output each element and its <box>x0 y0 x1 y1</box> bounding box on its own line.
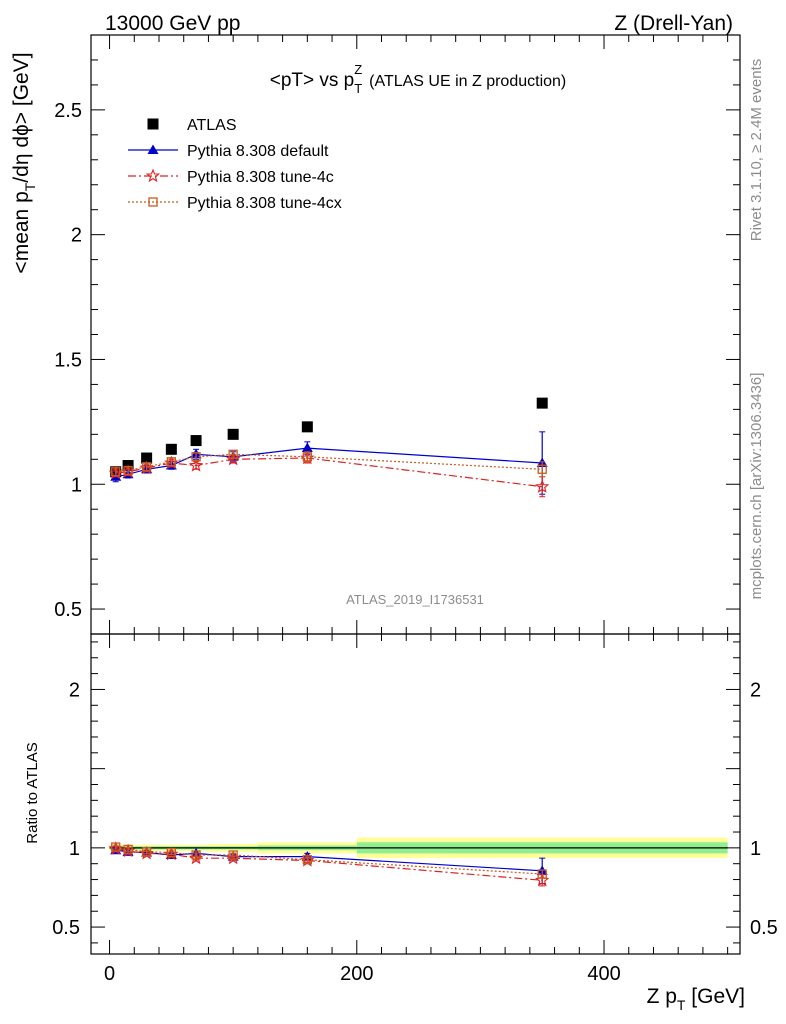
x-axis-label: Z pT [GeV] <box>647 985 745 1013</box>
main-point-tune4cx <box>228 449 238 459</box>
main-series-tune4cx <box>111 449 547 478</box>
main-point-tune4cx <box>141 462 152 472</box>
legend-entry-default: Pythia 8.308 default <box>128 143 329 160</box>
main-point-tune4c <box>535 479 550 493</box>
legend-entry-tune4c: Pythia 8.308 tune-4c <box>128 168 334 186</box>
ratio-point-tune4cx <box>302 855 312 865</box>
main-y-tick-label: 2.5 <box>54 100 82 122</box>
main-point-tune4cx <box>191 452 201 462</box>
main-line-tune4cx <box>115 453 543 473</box>
ratio-y-tick-label-right: 1 <box>750 838 761 860</box>
ratio-x-ticks: 0 200 400 <box>104 634 729 985</box>
main-data-marks <box>108 397 550 498</box>
main-y-tick-label: 1.5 <box>54 349 82 371</box>
legend-marker-default <box>147 144 159 154</box>
chart-title: <pT> vs pTZ(ATLAS UE in Z production) <box>270 62 567 96</box>
main-line-default <box>115 447 543 478</box>
ratio-y-tick-label: 0.5 <box>52 917 80 939</box>
ratio-line-tune4c <box>115 848 543 881</box>
main-y-ticks: 0.5 1 1.5 2 2.5 <box>54 34 740 635</box>
main-y-axis-label: <mean pT/dη dϕ> [GeV] <box>10 52 38 273</box>
legend-label-tune4c: Pythia 8.308 tune-4c <box>187 169 334 186</box>
main-y-tick-label: 2 <box>71 225 82 247</box>
ratio-point-tune4cx <box>166 847 177 858</box>
main-panel: 0.5 1 1.5 2 2.5 <pT> vs pTZ(ATLAS UE in Z pr… <box>10 34 741 635</box>
legend-marker-atlas <box>147 118 159 130</box>
main-point-atlas <box>227 428 239 440</box>
legend-label-tune4cx: Pythia 8.308 tune-4cx <box>187 195 342 212</box>
ratio-line-tune4cx <box>115 846 543 875</box>
ratio-y-tick-label: 1 <box>69 838 80 860</box>
ratio-point-tune4cx <box>537 869 547 879</box>
ratio-point-tune4cx <box>111 842 121 852</box>
x-tick-label: 200 <box>340 963 373 985</box>
legend-label-default: Pythia 8.308 default <box>187 143 329 160</box>
main-y-tick-label: 1 <box>71 474 82 496</box>
x-tick-label: 0 <box>104 963 115 985</box>
legend-label-atlas: ATLAS <box>187 117 237 134</box>
legend-entry-tune4cx: Pythia 8.308 tune-4cx <box>128 195 342 212</box>
main-y-tick-label: 0.5 <box>54 599 82 621</box>
ratio-point-tune4cx <box>141 847 152 857</box>
main-line-tune4c <box>115 457 543 488</box>
main-point-tune4cx <box>537 464 547 474</box>
ratio-point-tune4cx <box>228 850 238 860</box>
legend-marker-tune4cx <box>148 197 158 207</box>
ratio-point-tune4cx <box>123 844 133 855</box>
main-point-tune4cx <box>302 452 312 462</box>
ratio-y-tick-label-right: 2 <box>750 679 761 701</box>
main-point-atlas <box>190 435 202 447</box>
main-x-ticks <box>109 35 729 634</box>
ratio-panel: 0.5 0.5 1 1 2 2 0 200 400 Ratio to ATLAS Z pT [… <box>24 633 778 1013</box>
legend-entry-atlas: ATLAS <box>147 117 237 134</box>
main-point-atlas <box>301 421 313 433</box>
ratio-frame <box>90 633 741 955</box>
main-point-tune4cx <box>123 465 133 476</box>
ratio-series-tune4cx <box>111 842 547 879</box>
main-point-atlas <box>536 397 548 409</box>
ratio-y-tick-label: 2 <box>69 679 80 701</box>
ratio-data-marks <box>108 841 550 887</box>
mcplots-label: mcplots.cern.ch [arXiv:1306.3436] <box>748 373 765 600</box>
main-point-atlas <box>141 452 153 464</box>
main-point-tune4cx <box>111 467 121 477</box>
main-point-atlas <box>165 443 177 455</box>
main-point-tune4c <box>188 458 204 472</box>
legend-marker-tune4c <box>145 168 161 183</box>
legend: ATLAS Pythia 8.308 default Pythia 8.308 tu… <box>128 117 342 212</box>
analysis-watermark: ATLAS_2019_I1736531 <box>346 592 484 607</box>
main-point-tune4cx <box>166 457 177 467</box>
ratio-y-tick-label-right: 0.5 <box>750 917 778 939</box>
ratio-point-tune4cx <box>191 850 201 860</box>
header-right: Z (Drell-Yan) <box>614 12 733 35</box>
header-left: 13000 GeV pp <box>105 12 240 35</box>
ratio-y-ticks: 0.5 0.5 1 1 2 2 <box>52 641 778 944</box>
main-point-default <box>301 442 313 453</box>
rivet-label: Rivet 3.1.10, ≥ 2.4M events <box>748 59 765 242</box>
x-tick-label: 400 <box>587 963 620 985</box>
ratio-y-axis-label: Ratio to ATLAS <box>24 742 41 843</box>
